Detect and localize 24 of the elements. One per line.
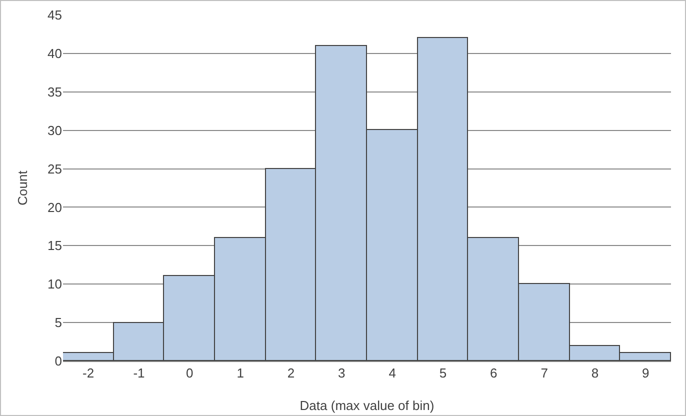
y-tick-label: 10 [48,276,62,292]
y-axis-title: Count [15,170,30,206]
y-tick-label: 0 [54,354,62,369]
x-tick-label: 2 [287,366,295,381]
x-tick-label: -2 [82,366,94,381]
y-tick-label: 25 [48,161,62,176]
y-tick-label: 15 [48,238,62,254]
y-tick-label: 35 [48,84,62,100]
x-tick-label: 4 [388,366,396,381]
y-tick-label: 20 [48,200,62,215]
x-axis-title: Data (max value of bin) [300,398,434,413]
x-tick-label: 7 [540,366,548,381]
y-tick-label: 30 [48,122,62,138]
x-tick-label: 5 [439,366,447,381]
x-tick-label: 0 [186,366,194,381]
x-tick-label: 1 [236,366,244,381]
y-tick-label: 40 [48,46,62,61]
x-tick-label: 3 [338,366,346,381]
x-tick-label: -1 [133,366,145,381]
x-tick-label: 8 [591,366,599,381]
x-tick-label: 9 [642,366,650,381]
x-tick-label: 6 [490,366,498,381]
y-tick-label: 5 [54,315,62,330]
y-tick-label: 45 [48,8,62,23]
